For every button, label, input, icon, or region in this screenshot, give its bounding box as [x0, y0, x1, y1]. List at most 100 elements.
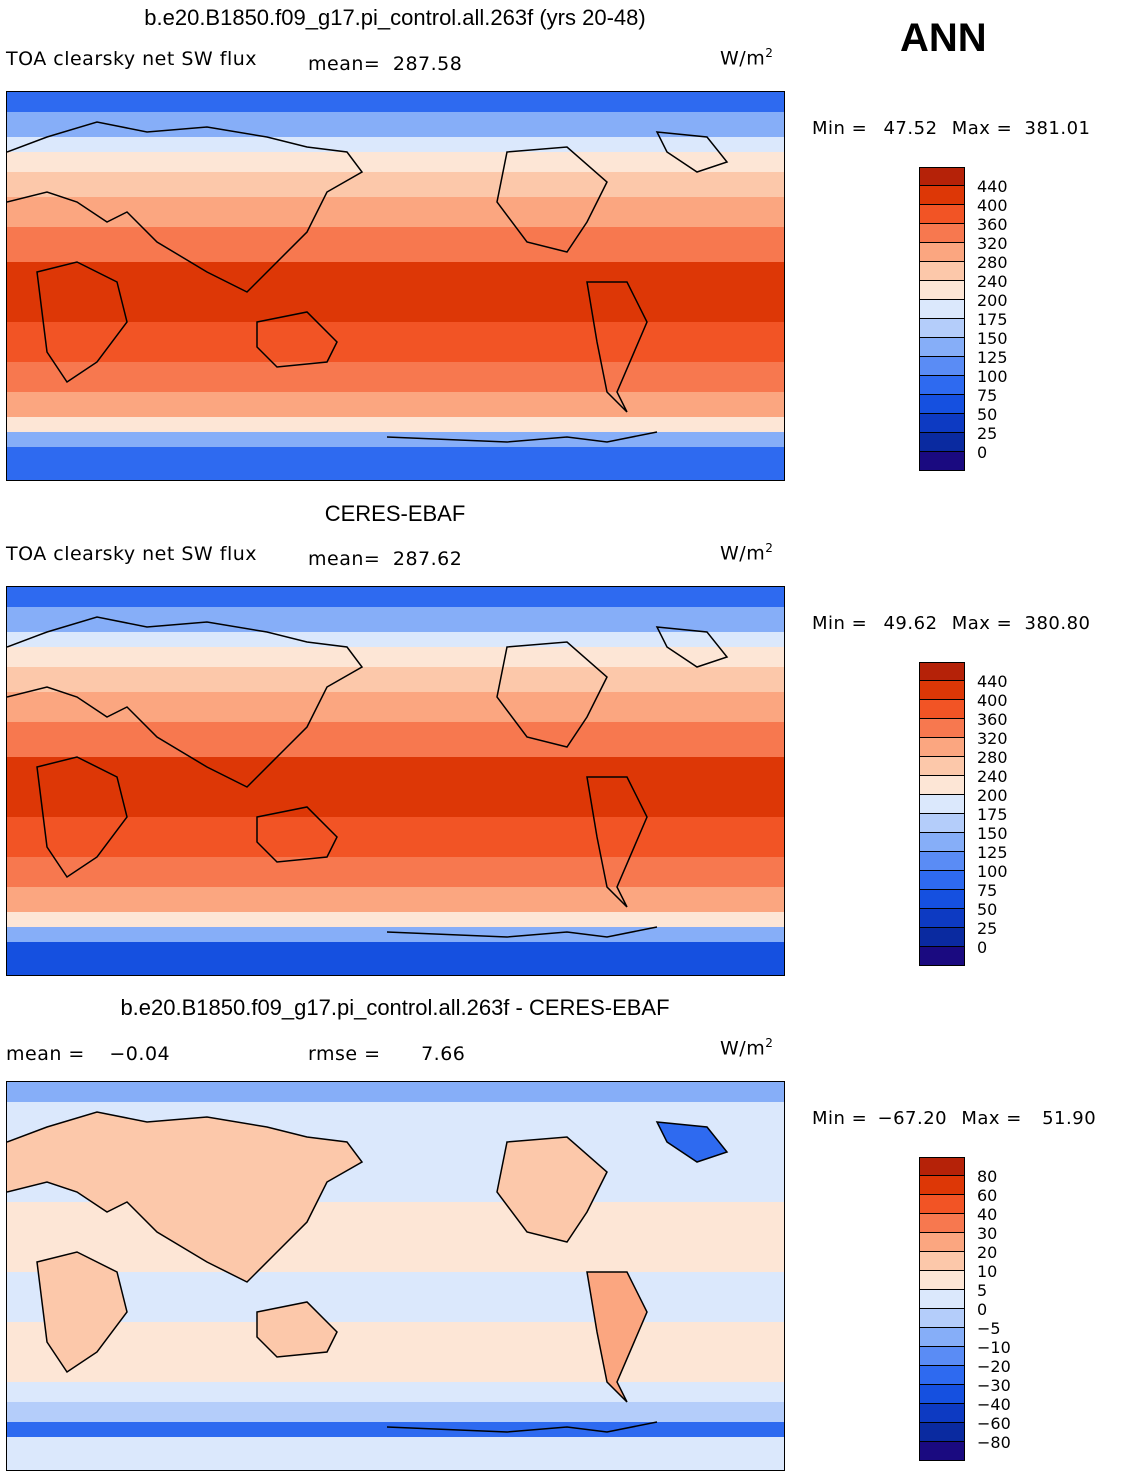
colorbar-tick-label: 320 — [977, 234, 1008, 253]
panel-3-units-text: W/m — [720, 1037, 766, 1060]
colorbar-swatch — [919, 1347, 965, 1366]
colorbar-tick-label: 100 — [977, 862, 1008, 881]
panel-2-map-svg — [7, 587, 784, 975]
colorbar-swatch — [919, 1442, 965, 1461]
band — [7, 172, 784, 197]
panel-2-mean-value: 287.62 — [392, 548, 463, 570]
colorbar-swatch — [919, 1328, 965, 1347]
panel-1-minmax: Min = 47.52 Max = 381.01 — [812, 118, 1091, 139]
band — [7, 942, 784, 975]
colorbar-swatch — [919, 1195, 965, 1214]
colorbar-tick-label: 400 — [977, 691, 1008, 710]
land-anomaly — [7, 1112, 727, 1402]
band — [7, 417, 784, 432]
band — [7, 857, 784, 887]
colorbar-tick-label: 400 — [977, 196, 1008, 215]
colorbar-tick-label: 125 — [977, 348, 1008, 367]
colorbar-swatch — [919, 1157, 965, 1176]
colorbar-tick-label: 440 — [977, 177, 1008, 196]
panel-3-rmse-value: 7.66 — [421, 1043, 466, 1065]
colorbar-tick-label: −80 — [977, 1433, 1011, 1452]
band — [7, 262, 784, 322]
band — [7, 362, 784, 392]
colorbar-swatch — [919, 262, 965, 281]
colorbar-tick-label: 175 — [977, 805, 1008, 824]
colorbar-swatch — [919, 1385, 965, 1404]
colorbar-tick-label: 280 — [977, 253, 1008, 272]
panel-3-title: b.e20.B1850.f09_g17.pi_control.all.263f … — [120, 995, 670, 1020]
band — [7, 722, 784, 757]
panel-1-mean: mean= 287.58 — [308, 53, 462, 75]
colorbar-swatch — [919, 1214, 965, 1233]
band — [7, 432, 784, 447]
panel-1-units: W/m2 — [720, 46, 773, 69]
colorbar-swatch — [919, 890, 965, 909]
colorbar-swatch — [919, 681, 965, 700]
panel-3-min-label: Min = — [812, 1108, 868, 1129]
colorbar-tick-label: 75 — [977, 386, 998, 405]
band — [7, 392, 784, 417]
colorbar-swatch — [919, 757, 965, 776]
panel-3-map-svg — [7, 1082, 784, 1470]
panel-1-min-label: Min = — [812, 118, 868, 139]
colorbar-tick-label: −20 — [977, 1357, 1011, 1376]
colorbar-tick-label: 240 — [977, 767, 1008, 786]
panel-3-max-value: 51.90 — [1042, 1108, 1097, 1129]
colorbar-tick-label: 75 — [977, 881, 998, 900]
colorbar-swatch — [919, 1271, 965, 1290]
panel-1-map — [6, 91, 785, 481]
band — [7, 92, 784, 112]
band — [7, 912, 784, 927]
colorbar-swatch — [919, 1423, 965, 1442]
band — [7, 137, 784, 152]
panel-2-variable-label: TOA clearsky net SW flux — [6, 543, 258, 565]
panel-1-max-value: 381.01 — [1024, 118, 1091, 139]
colorbar-tick-label: −30 — [977, 1376, 1011, 1395]
colorbar-swatch — [919, 243, 965, 262]
colorbar-tick-label: 320 — [977, 729, 1008, 748]
colorbar-swatch — [919, 814, 965, 833]
band — [7, 227, 784, 262]
panel-2-map — [6, 586, 785, 976]
panel-3-units-sup: 2 — [765, 1036, 774, 1050]
colorbar-swatch — [919, 1252, 965, 1271]
panel-1-mean-value: 287.58 — [392, 53, 463, 75]
colorbar-swatch — [919, 719, 965, 738]
panel-1-units-sup: 2 — [765, 46, 774, 60]
colorbar-tick-label: 240 — [977, 272, 1008, 291]
panel-2-colorbar-ticks: 440 400 360 320 280 240 200 175 150 125 100 75 50 25 0 — [977, 672, 1008, 957]
panel-3-mean-label: mean = — [6, 1043, 85, 1065]
panel-2-units-text: W/m — [720, 542, 766, 565]
season-label: ANN — [900, 16, 987, 60]
panel-1-min-value: 47.52 — [883, 118, 938, 139]
colorbar-tick-label: 360 — [977, 215, 1008, 234]
colorbar-swatch — [919, 205, 965, 224]
colorbar-tick-label: 125 — [977, 843, 1008, 862]
panel-2-mean-label: mean= — [308, 548, 381, 570]
colorbar-swatch — [919, 1366, 965, 1385]
colorbar-swatch — [919, 414, 965, 433]
colorbar-tick-label: 200 — [977, 786, 1008, 805]
colorbar-tick-label: 440 — [977, 672, 1008, 691]
colorbar-swatch — [919, 1309, 965, 1328]
band — [7, 817, 784, 857]
panel-3-colorbar — [919, 1157, 965, 1461]
colorbar-swatch — [919, 376, 965, 395]
colorbar-swatch — [919, 662, 965, 681]
colorbar-swatch — [919, 433, 965, 452]
colorbar-swatch — [919, 452, 965, 471]
colorbar-tick-label: 30 — [977, 1224, 998, 1243]
colorbar-swatch — [919, 776, 965, 795]
colorbar-swatch — [919, 1176, 965, 1195]
band — [7, 632, 784, 647]
panel-1-title: b.e20.B1850.f09_g17.pi_control.all.263f … — [144, 5, 646, 30]
band — [7, 112, 784, 137]
panel-1-colorbar-ticks: 440 400 360 320 280 240 200 175 150 125 100 75 50 25 0 — [977, 177, 1008, 462]
colorbar-tick-label: 40 — [977, 1205, 998, 1224]
colorbar-tick-label: 0 — [977, 938, 988, 957]
panel-2-units-sup: 2 — [765, 541, 774, 555]
band — [7, 692, 784, 722]
panel-2-min-value: 49.62 — [883, 613, 938, 634]
colorbar-tick-label: 50 — [977, 900, 998, 919]
panel-3-units: W/m2 — [720, 1036, 773, 1059]
